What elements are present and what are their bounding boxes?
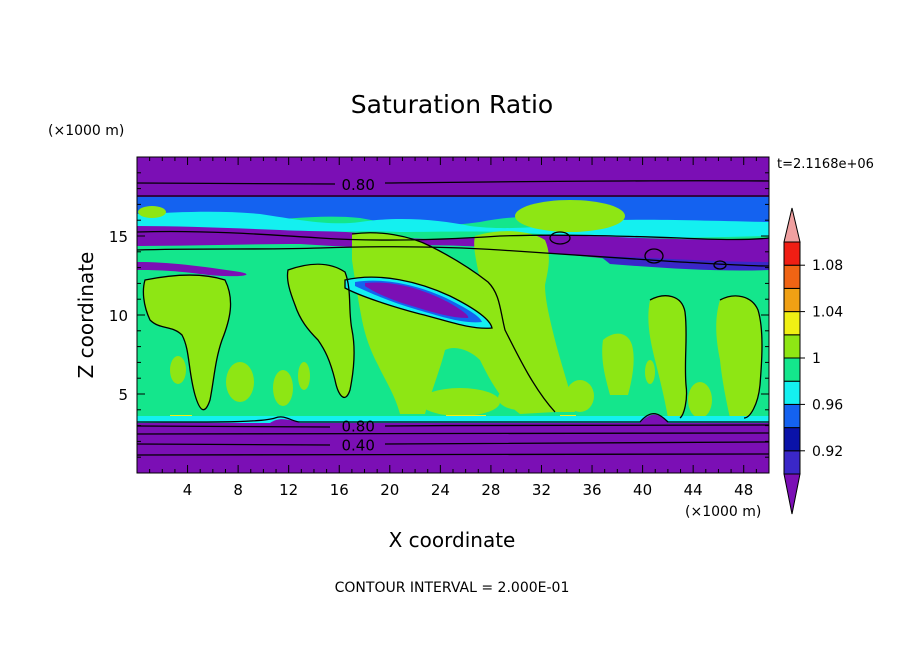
upper-dry-band [137,157,769,197]
contour-lines [137,180,769,456]
upper-green-cell [138,206,166,218]
contour-labels: 0.800.800.40 [341,176,374,455]
contour-dry-slot [344,276,493,329]
colorbar-box [783,311,801,336]
colorbar-box [783,427,801,452]
colorbar-box [783,334,801,359]
x-tick-label: 20 [380,481,399,499]
contour-label: 0.40 [341,437,374,455]
contour-bl-top [137,413,769,423]
plot-area [137,157,769,473]
contour-interval-footer: CONTOUR INTERVAL = 2.000E-01 [335,580,570,596]
y-tick-label: 5 [118,386,128,404]
x-tick-label: 36 [582,481,601,499]
x-tick-label: 32 [532,481,551,499]
colorbar-tick-label: 0.92 [812,444,843,460]
contour-tower-1 [142,274,232,411]
x-axis: 4 8 12 16 20 24 28 32 36 40 44 48 [149,157,757,499]
colorbar-tick-label: 1.04 [812,305,843,321]
contour-lower-040 [137,441,769,446]
y-unit-label: (×1000 m) [48,123,124,139]
colorbar-tick-label: 1.08 [812,258,843,274]
contour-label: 0.80 [341,418,374,436]
x-tick-label: 8 [233,481,243,499]
colorbar-top-triangle [783,207,801,243]
colorbar: 0.92 0.96 1 1.04 1.08 [783,207,843,515]
contour-cell-3 [713,260,727,270]
colorbar-tick-label: 1 [812,351,821,367]
x-tick-label: 12 [279,481,298,499]
colorbar-box [783,264,801,289]
y-tick-label: 10 [109,307,128,325]
contour-lower-080 [137,424,769,428]
colorbar-tick-label: 0.96 [812,397,843,413]
colorbar-box [783,403,801,429]
x-tick-label: 24 [431,481,450,499]
chart-title: Saturation Ratio [351,90,553,119]
contour-tower-5 [719,295,763,419]
mid-dry-slot-purple [365,282,469,318]
colorbar-box [783,380,801,405]
y-axis: 5 10 15 [109,172,769,458]
colorbar-box [783,241,801,266]
contour-tower-2 [286,263,355,399]
x-tick-label: 4 [183,481,193,499]
x-tick-label: 40 [633,481,652,499]
contour-cell-2 [644,248,664,264]
colorbar-bottom-triangle [783,473,801,515]
upper-green-patch [515,200,625,232]
contour-cell-1 [549,231,571,245]
contour-label: 0.80 [341,176,374,194]
contour-upper-wave-2 [137,246,769,267]
contour-upper-wave [137,230,769,241]
upper-blue-cell [642,199,670,213]
lower-cyan-layer [137,416,769,424]
contour-upper-080 [137,180,769,185]
colorbar-box [783,287,801,313]
contour-tower-3 [351,232,556,413]
contour-tower-4 [649,295,688,419]
y-tick-label: 15 [109,228,128,246]
x-unit-label: (×1000 m) [685,504,761,520]
time-label: t=2.1168e+06 [777,157,874,172]
y-axis-label: Z coordinate [74,252,98,379]
x-tick-label: 48 [734,481,753,499]
colorbar-box [783,450,801,475]
x-tick-label: 28 [481,481,500,499]
mid-purple-streak [137,262,247,277]
x-tick-label: 44 [684,481,703,499]
x-tick-label: 16 [330,481,349,499]
x-axis-label: X coordinate [389,528,516,552]
contour-lower-060 [137,432,769,435]
colorbar-box [783,357,801,382]
contour-lower-020 [137,453,769,456]
